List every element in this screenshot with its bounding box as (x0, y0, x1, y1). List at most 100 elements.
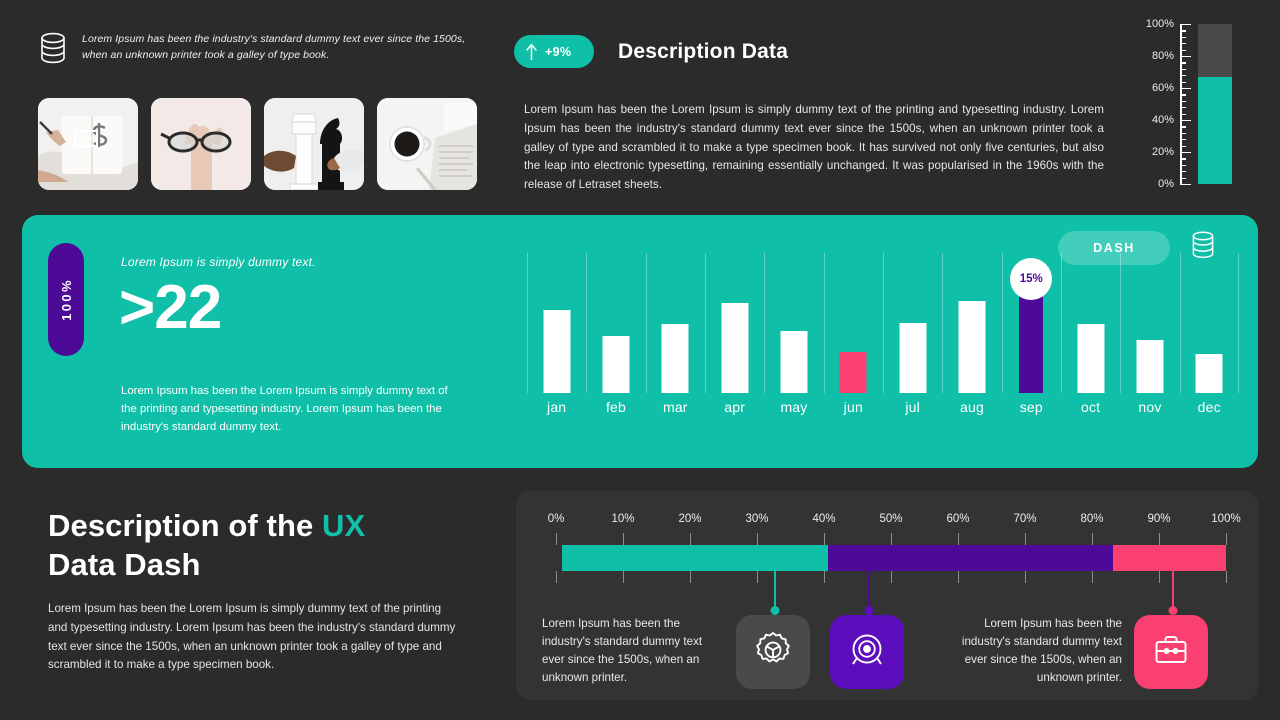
progress-tick-mark (690, 533, 691, 545)
thumbnail-coffee-news[interactable] (377, 98, 477, 190)
progress-tick-mark (1159, 533, 1160, 545)
gauge-major-tick (1180, 88, 1191, 90)
gauge-major-tick (1180, 184, 1191, 186)
bar-chart-column[interactable] (1179, 253, 1239, 393)
gauge-tick-label: 0% (1158, 178, 1174, 190)
progress-tick-mark (1025, 533, 1026, 545)
bar-label-nov: nov (1138, 399, 1162, 415)
stacked-progress-bar[interactable] (562, 545, 1226, 571)
top-left-note-text: Lorem Ipsum has been the industry's stan… (82, 33, 466, 61)
section-title-line2: Data Dash (48, 547, 201, 583)
progress-tick-mark (958, 571, 959, 583)
bar-chart-gridline (645, 253, 647, 393)
bar-may[interactable] (780, 330, 808, 393)
gauge-minor-tick (1180, 100, 1186, 102)
progress-icon-card-gear[interactable] (736, 615, 810, 689)
progress-tick-label: 100% (1211, 513, 1241, 525)
primary-metric-card: 100% Lorem Ipsum is simply dummy text. >… (22, 215, 1258, 468)
bar-chart-column[interactable] (942, 253, 1001, 393)
progress-tick-label: 40% (812, 513, 836, 525)
top-left-note: Lorem Ipsum has been the industry's stan… (38, 32, 488, 66)
gauge-minor-tick (1180, 164, 1186, 166)
segment-purple[interactable] (827, 545, 1114, 571)
bar-sep[interactable] (1019, 291, 1044, 393)
progress-tick-mark (1226, 533, 1227, 545)
progress-ticks-top (556, 533, 1227, 545)
gauge-tick-label: 40% (1151, 114, 1174, 126)
bar-label-oct: oct (1080, 399, 1101, 415)
bar-label-may: may (780, 399, 808, 415)
bar-chart-column[interactable] (1060, 253, 1120, 393)
gauge-major-tick (1180, 24, 1191, 26)
gauge-minor-tick (1180, 62, 1186, 64)
bar-chart-column[interactable] (586, 253, 645, 393)
bar-chart-column[interactable] (527, 253, 586, 393)
thumbnail-strip (38, 98, 477, 190)
bar-chart-column[interactable] (704, 253, 764, 393)
progress-item-text-1: Lorem Ipsum has been the industry's stan… (542, 617, 703, 684)
kpi-value: >22 (119, 273, 222, 342)
gauge-axis-spine (1180, 24, 1182, 184)
bar-chart-gridline (704, 253, 706, 393)
segment-pink[interactable] (1113, 545, 1226, 571)
section-title-text: Description of the (48, 508, 323, 543)
database-icon (1190, 231, 1216, 261)
gauge-minor-tick (1180, 36, 1186, 38)
bar-apr[interactable] (721, 303, 749, 393)
bar-chart-column[interactable] (764, 253, 823, 393)
bar-chart-column[interactable] (882, 253, 942, 393)
bar-chart-gridline (942, 253, 944, 393)
vertical-percent-value: 100% (58, 278, 74, 321)
bar-mar[interactable] (661, 324, 689, 393)
gauge-tick-label: 100% (1145, 18, 1174, 30)
bar-jun[interactable] (839, 351, 867, 393)
progress-tick-mark (1092, 533, 1093, 545)
bar-label-sep: sep (1019, 399, 1043, 415)
progress-tick-mark (958, 533, 959, 545)
progress-item-text-2: Lorem Ipsum has been the industry's stan… (961, 617, 1122, 684)
gauge-minor-tick (1180, 81, 1186, 83)
segment-teal[interactable] (562, 545, 828, 571)
thumbnail-sketch-dollar[interactable] (38, 98, 138, 190)
gauge-major-tick (1180, 152, 1191, 154)
bar-feb[interactable] (602, 335, 630, 393)
dash-button[interactable]: DASH (1058, 231, 1170, 265)
connector-dot-purple (864, 606, 874, 615)
gauge-track (1198, 24, 1232, 184)
bar-label-dec: dec (1197, 399, 1221, 415)
section-title-line1: Description of the UX (48, 508, 365, 543)
bar-chart-column[interactable] (823, 253, 883, 393)
progress-tick-mark (556, 571, 557, 583)
bar-jan[interactable] (543, 310, 571, 393)
bar-dec[interactable] (1195, 353, 1223, 393)
thumbnail-chess[interactable] (264, 98, 364, 190)
gauge-minor-tick (1180, 126, 1186, 128)
gauge-minor-tick (1180, 132, 1186, 134)
progress-tick-mark (824, 533, 825, 545)
gauge-axis (1180, 24, 1191, 186)
gauge-minor-tick (1180, 107, 1186, 109)
progress-icon-card-target[interactable] (830, 615, 904, 689)
bar-label-feb: feb (605, 399, 627, 415)
bar-chart-plot: 15% (527, 253, 1239, 393)
bar-oct[interactable] (1077, 324, 1105, 393)
section-body-text: Lorem Ipsum has been the Lorem Ipsum is … (48, 602, 456, 672)
gauge-tick-label: 60% (1151, 82, 1174, 94)
bar-jul[interactable] (899, 322, 927, 393)
target-icon (847, 630, 887, 675)
gauge-minor-tick (1180, 139, 1186, 141)
thumbnail-glasses[interactable] (151, 98, 251, 190)
bar-chart-column[interactable]: 15% (1001, 253, 1061, 393)
gauge-minor-tick (1180, 30, 1186, 32)
bar-chart-column[interactable] (645, 253, 705, 393)
bar-nov[interactable] (1136, 340, 1164, 393)
gauge-minor-tick (1180, 43, 1186, 45)
bar-annotation-bubble: 15% (1010, 257, 1053, 300)
bar-chart-column[interactable] (1120, 253, 1179, 393)
progress-icon-card-briefcase[interactable] (1134, 615, 1208, 689)
briefcase-icon (1151, 630, 1191, 675)
gauge-major-tick (1180, 120, 1191, 122)
bar-aug[interactable] (958, 301, 986, 393)
progress-tick-label: 80% (1080, 513, 1104, 525)
